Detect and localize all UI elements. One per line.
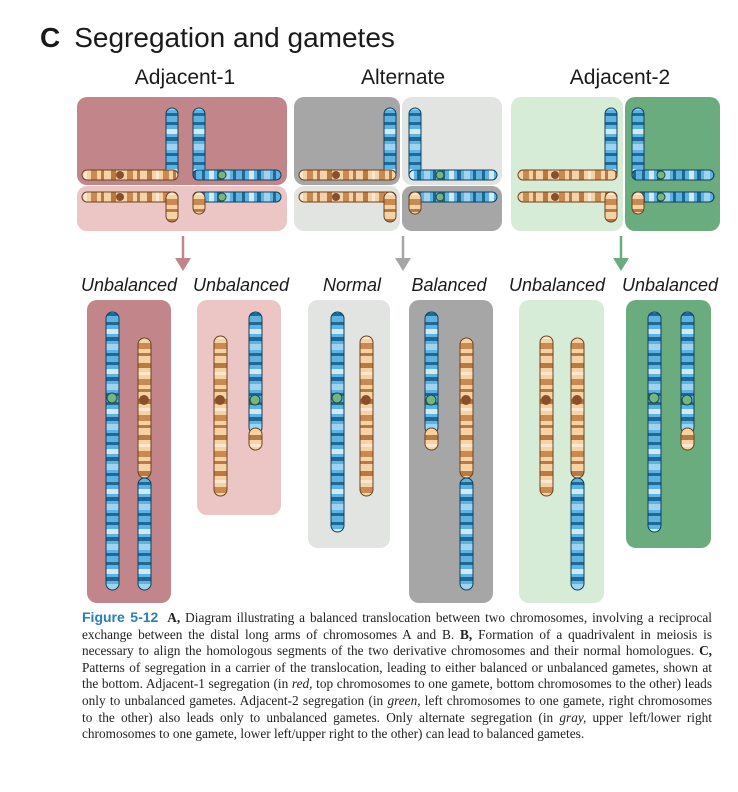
figure-caption: Figure 5-12 A, Diagram illustrating a ba… [82, 609, 712, 743]
caption-em-gray: gray, [559, 709, 587, 725]
caption-letter-b: B, [460, 626, 473, 642]
caption-text-b: Formation of a quadrivalent in meiosis i… [82, 626, 712, 659]
gamete-5-chromosomes [539, 335, 585, 591]
caption-text-e: left chromosomes to one gamete, right ch… [82, 692, 712, 725]
gamete-box-5 [519, 300, 604, 603]
panel-title: Segregation and gametes [74, 22, 395, 53]
gamete-box-2 [197, 300, 281, 515]
gamete-4-chromosomes [424, 311, 474, 591]
quadrivalent-alternate [298, 107, 498, 223]
caption-letter-a: A, [167, 610, 181, 625]
gamete-6-chromosomes [647, 311, 695, 533]
gamete-label-1: Unbalanced [80, 275, 178, 295]
caption-text-a: Diagram illustrating a balanced transloc… [82, 610, 712, 642]
panel-letter: C [40, 22, 61, 53]
caption-em-green: green, [387, 692, 421, 708]
alternate-upper-right-box [402, 97, 502, 185]
gamete-label-6: Unbalanced [621, 275, 719, 295]
gamete-label-4: Balanced [411, 275, 487, 295]
alternate-upper-left-box [294, 97, 400, 185]
gamete-box-4 [409, 300, 493, 603]
caption-text-f: upper left/lower right chromosomes to on… [82, 709, 712, 742]
quadrivalent-adjacent-2 [517, 107, 715, 223]
arrow-adjacent-2 [613, 236, 629, 271]
gamete-label-3: Normal [322, 275, 381, 295]
gamete-box-3 [308, 300, 390, 548]
segregation-diagram [77, 97, 720, 603]
column-label-adjacent-2: Adjacent-2 [569, 66, 671, 89]
gamete-1-chromosomes [105, 311, 152, 591]
gamete-3-chromosomes [330, 311, 374, 533]
gamete-label-2: Unbalanced [192, 275, 290, 295]
caption-text-d: top chromosomes to one gamete, bottom ch… [82, 676, 712, 708]
panel-heading: C Segregation and gametes [40, 22, 395, 54]
gamete-box-1 [87, 300, 171, 603]
caption-letter-c: C, [699, 643, 712, 659]
adjacent-1-top-box [77, 97, 287, 185]
quadrivalent-adjacent-1 [81, 107, 282, 223]
gamete-label-5: Unbalanced [508, 275, 606, 295]
caption-text-c: Patterns of segregation in a carrier of … [82, 659, 712, 692]
arrow-adjacent-1 [175, 236, 191, 271]
arrow-alternate [395, 236, 411, 271]
gamete-2-chromosomes [213, 311, 263, 497]
caption-em-red: red, [291, 676, 313, 692]
column-label-adjacent-1: Adjacent-1 [134, 66, 236, 89]
gamete-box-6 [626, 300, 711, 548]
figure-number: Figure 5-12 [82, 609, 159, 625]
column-label-alternate: Alternate [360, 66, 446, 89]
